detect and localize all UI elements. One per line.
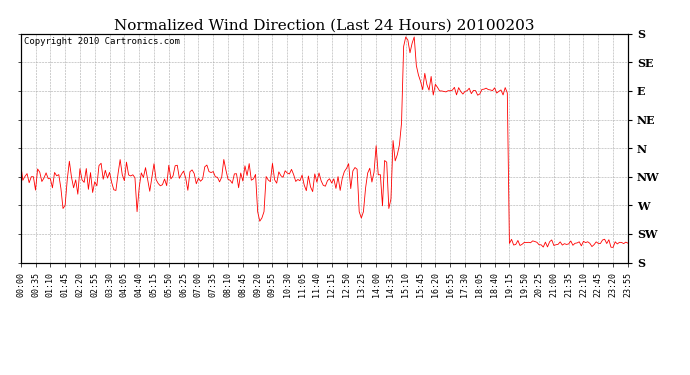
Title: Normalized Wind Direction (Last 24 Hours) 20100203: Normalized Wind Direction (Last 24 Hours… [114, 19, 535, 33]
Text: Copyright 2010 Cartronics.com: Copyright 2010 Cartronics.com [23, 37, 179, 46]
